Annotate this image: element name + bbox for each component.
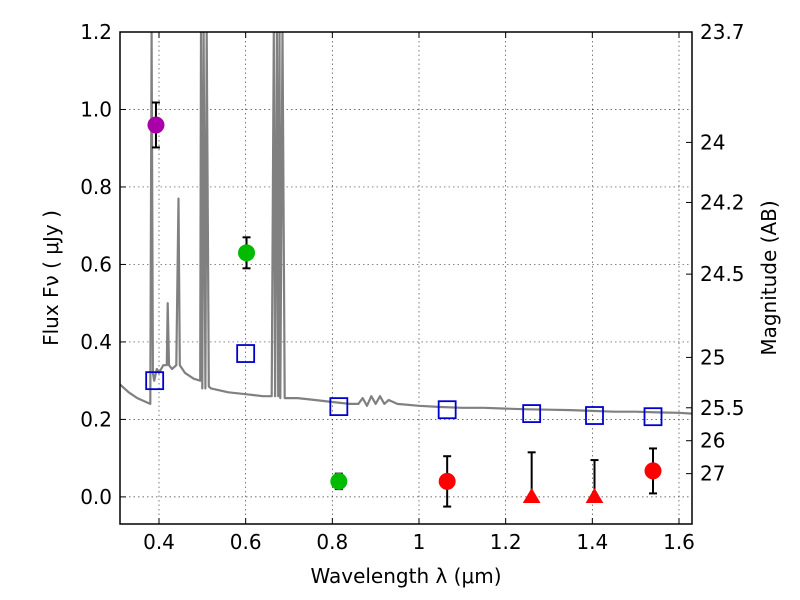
x-tick-label: 1 <box>413 530 426 554</box>
axis-ticks: 0.4 0.6 0.8 1 1.2 1.4 1.6 0.0 0.2 0.4 0.6 0.8 1.0 1.2… <box>80 20 744 554</box>
right-tick-label: 23.7 <box>700 20 745 44</box>
y-tick-label: 0.8 <box>80 175 112 199</box>
right-tick-label: 25 <box>700 345 725 369</box>
observed-photometry-point <box>438 472 456 490</box>
observed-upper-limit-marker <box>585 487 604 503</box>
model-spectrum-line <box>120 32 692 415</box>
y-tick-label: 0.0 <box>80 485 112 509</box>
x-tick-label: 0.4 <box>143 530 175 554</box>
y-tick-label: 0.4 <box>80 330 112 354</box>
observed-photometry-point <box>644 462 662 480</box>
model-spectrum-layer <box>120 32 692 415</box>
y-tick-label: 0.2 <box>80 407 112 431</box>
right-tick-label: 27 <box>700 462 725 486</box>
model-photometry-point <box>145 371 165 391</box>
observed-upper-limit-marker <box>522 487 541 503</box>
x-tick-label: 1.6 <box>663 530 695 554</box>
model-photometry-layer <box>145 344 663 427</box>
model-photometry-point <box>585 406 604 425</box>
plot-frame <box>119 31 693 525</box>
right-tick-label: 24 <box>700 130 725 154</box>
y-axis-right-label: Magnitude (AB) <box>757 200 781 355</box>
observed-photometry-point <box>238 244 256 262</box>
x-tick-label: 1.4 <box>576 530 608 554</box>
observed-photometry-point <box>147 116 165 134</box>
model-photometry-point <box>522 404 542 423</box>
y-tick-label: 0.6 <box>80 252 112 276</box>
model-photometry-point <box>643 407 663 427</box>
observed-photometry-layer <box>147 101 662 508</box>
x-axis-label: Wavelength λ (μm) <box>310 564 501 588</box>
right-tick-label: 26 <box>700 429 725 453</box>
y-tick-label: 1.2 <box>80 20 112 44</box>
model-photometry-point <box>329 397 349 417</box>
y-tick-label: 1.0 <box>80 97 112 121</box>
plot-background <box>120 32 692 524</box>
right-tick-label: 24.2 <box>700 190 745 214</box>
model-photometry-point <box>236 344 256 363</box>
right-tick-label: 24.5 <box>700 262 745 286</box>
x-tick-label: 0.8 <box>316 530 348 554</box>
y-axis-label: Flux Fν ( μJy ) <box>39 210 63 346</box>
right-tick-label: 25.5 <box>700 396 745 420</box>
model-photometry-point <box>437 400 457 420</box>
observed-photometry-point <box>330 472 348 490</box>
x-tick-label: 1.2 <box>490 530 522 554</box>
x-tick-label: 0.6 <box>230 530 262 554</box>
